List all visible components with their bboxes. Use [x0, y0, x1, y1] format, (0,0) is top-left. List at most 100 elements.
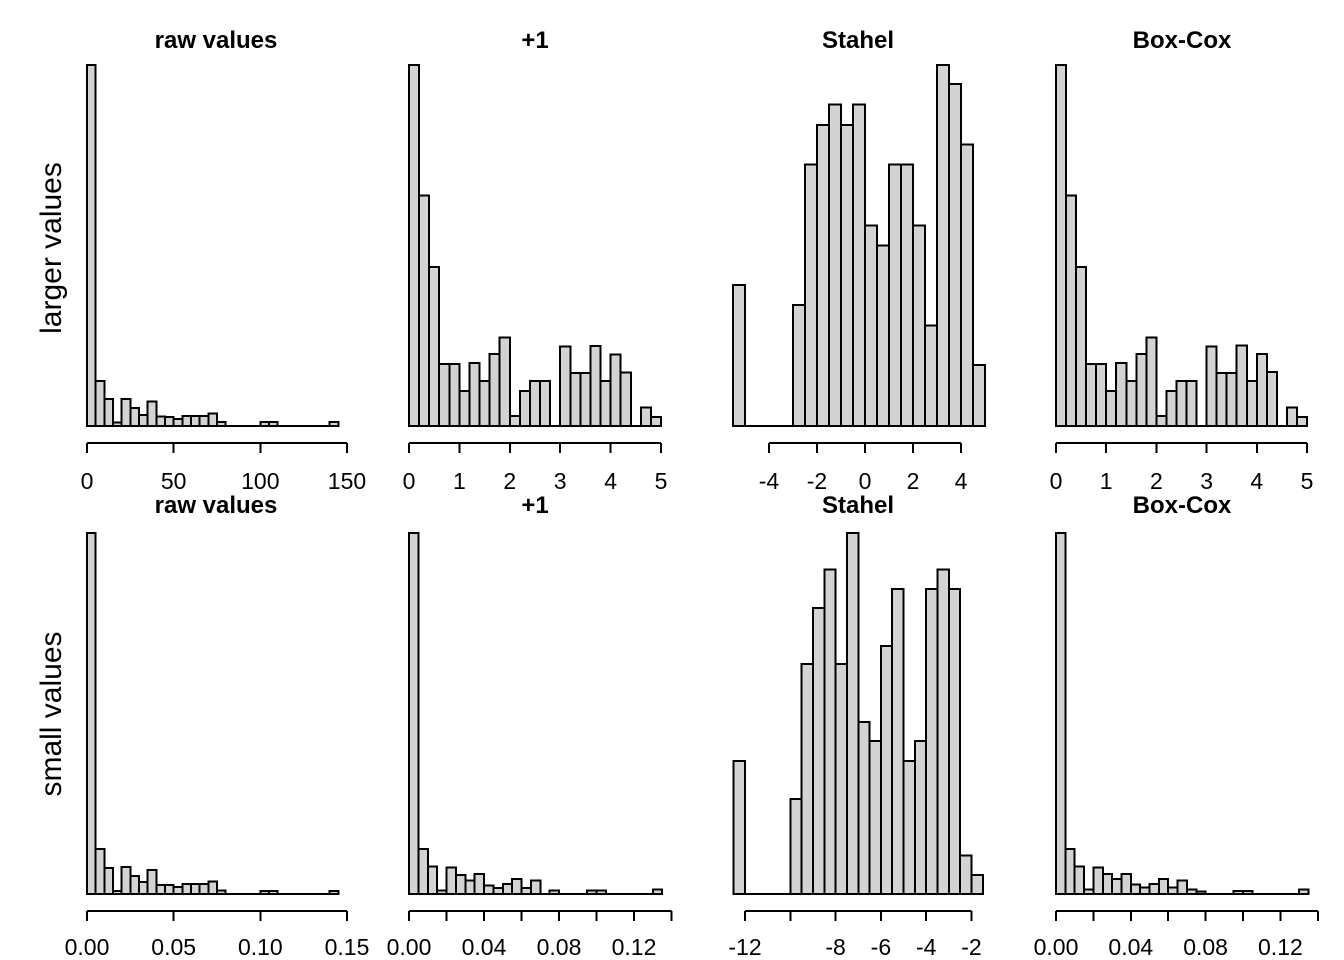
x-tick-label: 2 [1150, 468, 1163, 494]
histogram-bar [1129, 883, 1142, 896]
histogram-bar [823, 568, 837, 895]
histogram-bar [529, 879, 542, 896]
histogram-bar [947, 587, 962, 896]
histogram-bar [473, 872, 485, 895]
histogram-bar [924, 324, 938, 428]
panel-title-bottom-box-cox: Box-Cox [1132, 492, 1232, 519]
histogram-bar [792, 304, 806, 427]
histogram-bar [1105, 389, 1118, 427]
histogram-bar [1175, 380, 1188, 427]
histogram-bar [857, 720, 871, 895]
histogram-bar [86, 532, 97, 895]
histogram-bar [1065, 194, 1078, 427]
histogram-bar [468, 362, 481, 428]
histogram-bar [876, 244, 890, 427]
x-tick-label: 0.12 [1258, 934, 1303, 960]
histogram-bar [1115, 362, 1128, 428]
histogram-bar [868, 739, 882, 895]
x-tick-label: 0 [1050, 468, 1063, 494]
histogram-bar [103, 867, 114, 895]
histogram-bar [864, 224, 878, 427]
histogram-bar [454, 873, 467, 896]
histogram-bar [1095, 362, 1108, 427]
histogram-bar [586, 889, 598, 896]
histogram-bar [207, 880, 218, 895]
histogram-panel-r0c3: 0 1 2 3 4 5 [1050, 64, 1313, 494]
histogram-bar [1145, 336, 1158, 427]
histogram-bar [492, 886, 504, 895]
histogram-bar [120, 397, 132, 427]
panel-title-bottom-plus1: +1 [521, 492, 549, 519]
histogram-bar [639, 406, 652, 427]
x-tick-label: 0.00 [65, 934, 110, 960]
histogram-bar [732, 760, 746, 895]
histogram-bar [1155, 414, 1168, 427]
histogram-bar [111, 890, 123, 895]
histogram-bar [1285, 406, 1298, 427]
histogram-bar [1215, 371, 1228, 428]
histogram-bar [800, 663, 814, 896]
histogram-bar [925, 587, 939, 896]
panel-title-top-stahel: Stahel [821, 27, 895, 54]
histogram-bar [445, 866, 457, 896]
histogram-bar [163, 415, 175, 428]
histogram-bar [1101, 872, 1114, 895]
histogram-bar [129, 406, 140, 428]
histogram-bar [328, 421, 340, 427]
histogram-bar [215, 421, 227, 427]
histogram-bar [1125, 380, 1138, 427]
histogram-bar [599, 380, 612, 427]
x-tick-label: 1 [1100, 468, 1113, 494]
x-tick-label: 0.10 [238, 934, 283, 960]
histogram-bar [1295, 415, 1308, 428]
histogram-bar [1232, 890, 1245, 895]
histogram-bar [539, 380, 552, 427]
histogram-bar [1242, 890, 1254, 895]
x-tick-label: -12 [728, 934, 761, 960]
panel-title-top-box-cox: Box-Cox [1132, 27, 1232, 54]
histogram-bar [1205, 345, 1218, 427]
histogram-bar [1139, 886, 1151, 896]
histogram-bar [609, 353, 622, 427]
x-tick-label: 5 [655, 468, 668, 494]
x-tick-label: 4 [604, 468, 617, 494]
histogram-bar [888, 163, 902, 428]
x-tick-label: -2 [807, 468, 827, 494]
histogram-bar [120, 865, 132, 895]
histogram-bar [970, 873, 984, 896]
histogram-panel-r1c2: -12 -8 -6 -4 -2 [728, 532, 984, 960]
x-tick-label: 0.00 [1034, 934, 1079, 960]
x-tick-label: 2 [907, 468, 920, 494]
histogram-bar [94, 380, 106, 427]
histogram-bar [259, 421, 270, 427]
histogram-bar [559, 345, 572, 427]
histogram-bar [828, 103, 842, 428]
histogram-bar [189, 882, 201, 896]
x-tick-label: 0 [81, 468, 94, 494]
histogram-bar [94, 848, 106, 896]
x-tick-label: 0.08 [1183, 934, 1228, 960]
histogram-bar [488, 353, 501, 428]
histogram-bar [619, 371, 632, 427]
histogram-bar [417, 848, 429, 896]
histogram-bar [518, 389, 531, 427]
histogram-bar [103, 397, 114, 427]
histogram-bar [267, 421, 279, 427]
x-tick-label: 3 [1200, 468, 1213, 494]
x-tick-label: 4 [955, 468, 968, 494]
histogram-bar [1075, 266, 1088, 427]
histogram-panel-r1c1: 0.00 0.04 0.08 0.12 [387, 532, 673, 960]
histogram-bar [163, 883, 175, 895]
histogram-bar [498, 336, 511, 427]
histogram-bar [936, 568, 950, 895]
histogram-bar [436, 889, 448, 896]
histogram-bar [428, 266, 441, 427]
x-tick-label: -8 [825, 934, 845, 960]
histogram-bar [198, 414, 210, 427]
histogram-bar [1185, 888, 1198, 896]
histogram-bar [948, 83, 962, 428]
x-tick-label: 0 [403, 468, 416, 494]
histogram-bar [840, 123, 854, 428]
x-tick-label: 0.15 [325, 934, 370, 960]
